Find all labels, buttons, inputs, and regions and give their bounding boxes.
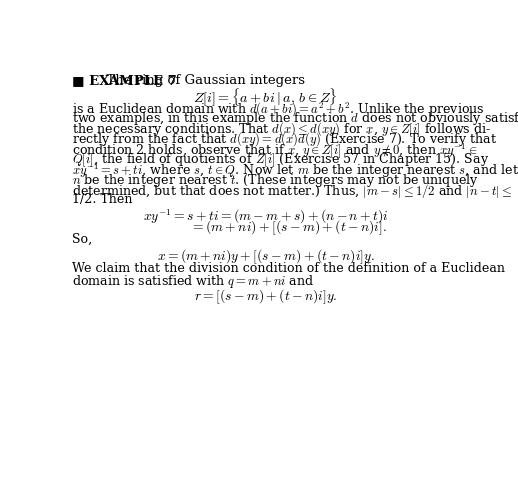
Text: 1/2. Then: 1/2. Then — [72, 193, 133, 206]
Text: So,: So, — [72, 233, 92, 246]
Text: $Q[i]$, the field of quotients of $Z[i]$ (Exercise 57 in Chapter 15). Say: $Q[i]$, the field of quotients of $Z[i]$… — [72, 151, 489, 169]
Text: rectly from the fact that $d(xy) = d(x)d(y)$ (Exercise 7). To verify that: rectly from the fact that $d(xy) = d(x)d… — [72, 130, 497, 148]
Text: $Z[i] = \{a + bi \mid a,\, b \in Z\}$: $Z[i] = \{a + bi \mid a,\, b \in Z\}$ — [193, 87, 338, 109]
Text: the necessary conditions. That $d(x) \leq d(xy)$ for $x$, $y \in Z[i]$ follows d: the necessary conditions. That $d(x) \le… — [72, 121, 491, 139]
Text: domain is satisfied with $q = m + ni$ and: domain is satisfied with $q = m + ni$ an… — [72, 272, 314, 289]
Text: $xy^{-1} = s + ti$, where $s$, $t \in Q$. Now let $m$ be the integer nearest $s$: $xy^{-1} = s + ti$, where $s$, $t \in Q$… — [72, 162, 518, 180]
Text: We claim that the division condition of the definition of a Euclidean: We claim that the division condition of … — [72, 262, 505, 275]
Text: determined, but that does not matter.) Thus, $|m - s| \leq 1/2$ and $|n - t| \le: determined, but that does not matter.) T… — [72, 182, 512, 201]
Text: $= (m + ni) + [(s - m) + (t - n)i].$: $= (m + ni) + [(s - m) + (t - n)i].$ — [190, 219, 387, 238]
Text: is a Euclidean domain with $d(a + bi) = a^2 + b^2$. Unlike the previous: is a Euclidean domain with $d(a + bi) = … — [72, 100, 485, 118]
Text: ■ EXAMPLE 7: ■ EXAMPLE 7 — [72, 74, 177, 87]
Text: $x = (m + ni)y + [(s - m) + (t - n)i]y.$: $x = (m + ni)y + [(s - m) + (t - n)i]y.$ — [156, 248, 375, 266]
Text: two examples, in this example the function $d$ does not obviously satisfy: two examples, in this example the functi… — [72, 110, 518, 127]
Text: $n$ be the integer nearest $t$. (These integers may not be uniquely: $n$ be the integer nearest $t$. (These i… — [72, 172, 479, 189]
Text: $xy^{-1} = s + ti = (m - m + s) + (n - n + t)i$: $xy^{-1} = s + ti = (m - m + s) + (n - n… — [142, 208, 388, 227]
Text: condition 2 holds, observe that if $x$, $y \in Z[i]$ and $y \neq 0$, then $xy^{-: condition 2 holds, observe that if $x$, … — [72, 141, 477, 160]
Text: The ring of Gaussian integers: The ring of Gaussian integers — [97, 74, 305, 87]
Text: $r = [(s - m) + (t - n)i]y.$: $r = [(s - m) + (t - n)i]y.$ — [194, 288, 337, 306]
